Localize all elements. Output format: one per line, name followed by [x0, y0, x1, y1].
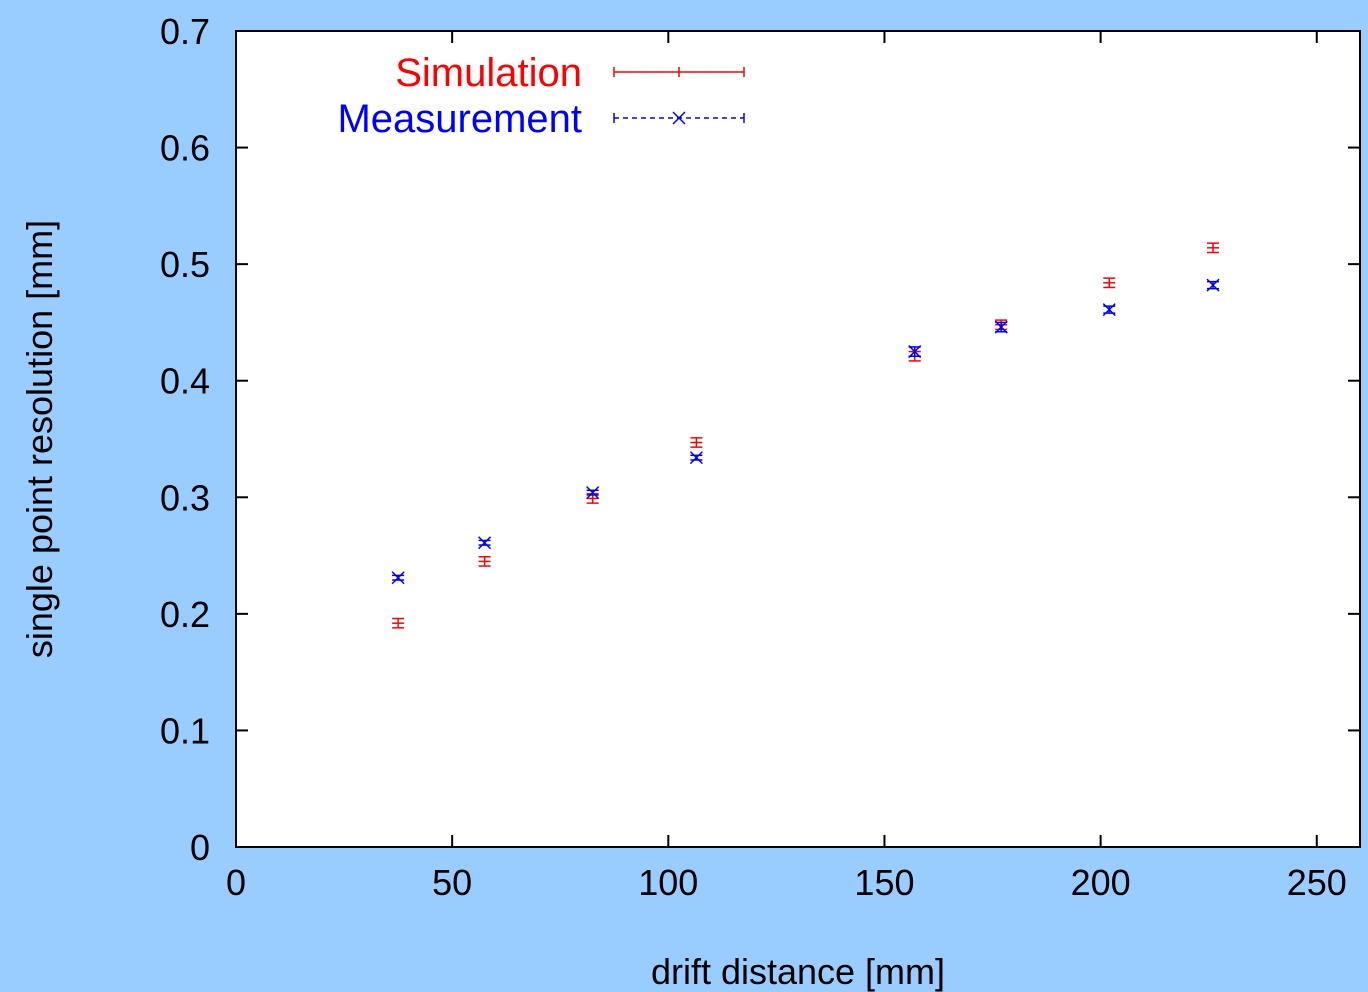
measurement-point: [1206, 278, 1220, 292]
x-marker: [908, 345, 922, 359]
y-tick-label: 0.1: [160, 710, 210, 751]
y-tick-label: 0.5: [160, 244, 210, 285]
y-tick-label: 0.7: [160, 11, 210, 52]
tick-labels: 0 50 100 150 200 250 0 0.1 0.2 0.3 0.4 0.5 0.6 0.7: [160, 11, 1347, 903]
measurement-point: [478, 536, 492, 550]
measurement-point: [994, 320, 1008, 334]
simulation-point: [392, 617, 405, 629]
y-tick-label: 0.6: [160, 128, 210, 169]
x-marker: [1102, 303, 1116, 317]
y-tick-label: 0.3: [160, 477, 210, 518]
x-tick-label: 200: [1071, 862, 1131, 903]
simulation-point: [1103, 277, 1116, 289]
y-tick-label: 0.4: [160, 361, 210, 402]
x-tick-label: 50: [432, 862, 472, 903]
x-marker: [391, 571, 405, 585]
legend-marker: [672, 111, 686, 125]
x-tick-label: 100: [638, 862, 698, 903]
x-axis-label: drift distance [mm]: [651, 951, 945, 992]
legend-label-simulation: Simulation: [395, 51, 582, 95]
measurement-point: [391, 571, 405, 585]
measurement-point: [908, 345, 922, 359]
x-tick-label: 250: [1287, 862, 1347, 903]
plot-area: [235, 30, 1361, 848]
x-marker: [1206, 278, 1220, 292]
simulation-point: [478, 555, 491, 567]
x-marker: [478, 536, 492, 550]
y-tick-label: 0: [190, 827, 210, 868]
legend-label-measurement: Measurement: [337, 97, 582, 141]
measurement-point: [1102, 303, 1116, 317]
measurement-point: [689, 451, 703, 465]
x-marker: [689, 451, 703, 465]
y-axis-label: single point resolution [mm]: [19, 220, 60, 658]
simulation-point: [1207, 242, 1220, 254]
data-marks: [391, 242, 1220, 629]
y-tick-label: 0.2: [160, 594, 210, 635]
x-marker: [586, 486, 600, 500]
x-tick-label: 150: [854, 862, 914, 903]
tick-marks: [235, 30, 1360, 848]
x-marker: [994, 320, 1008, 334]
simulation-point: [690, 437, 703, 448]
measurement-point: [586, 486, 600, 500]
x-tick-label: 0: [226, 862, 246, 903]
